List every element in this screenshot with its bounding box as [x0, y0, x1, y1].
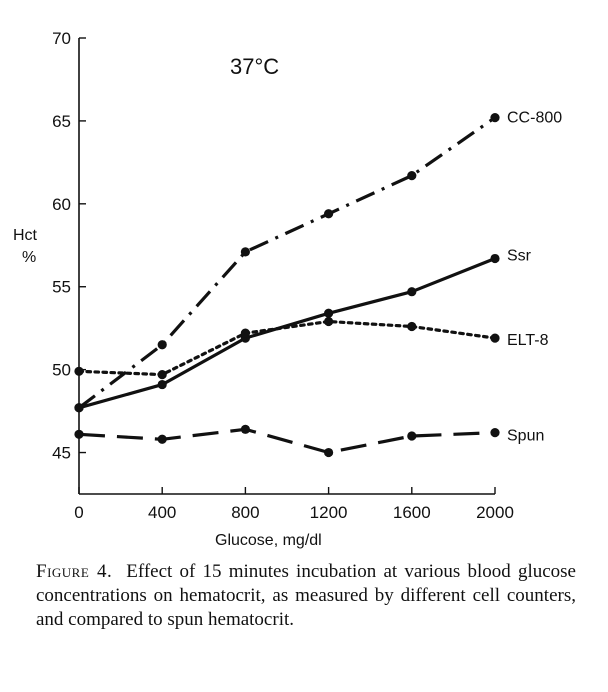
data-point-elt-8 — [490, 333, 500, 343]
data-point-elt-8 — [157, 370, 167, 380]
y-ticks: 45 50 55 60 65 70 — [52, 29, 86, 463]
series-ssr: Ssr — [74, 248, 532, 413]
x-tick-label: 0 — [74, 503, 83, 522]
data-point-spun — [407, 431, 417, 441]
data-point-elt-8 — [407, 321, 417, 332]
y-tick-label: 70 — [52, 29, 71, 48]
series-spun: Spun — [74, 424, 544, 458]
series-line-spun — [78, 427, 496, 455]
data-point-spun — [324, 447, 334, 458]
x-axis-title: Glucose, mg/dl — [215, 532, 322, 549]
figure-caption: Figure 4. Effect of 15 minutes incubation… — [36, 560, 576, 632]
data-point-ssr — [74, 403, 84, 413]
data-point-cc-800 — [157, 340, 167, 350]
y-tick-label: 60 — [52, 195, 71, 214]
data-point-spun — [74, 429, 84, 439]
series-line-ssr — [78, 257, 496, 410]
series-label-spun: Spun — [507, 428, 544, 445]
data-point-ssr — [157, 379, 167, 390]
figure-label: Figure 4. — [36, 561, 113, 582]
series-label-ssr: Ssr — [507, 248, 532, 265]
y-tick-label: 45 — [52, 444, 71, 463]
series-group: CC-800 Ssr ELT-8 Spun — [74, 110, 562, 458]
x-tick-label: 2000 — [476, 503, 514, 522]
x-tick-label: 1600 — [393, 503, 431, 522]
series-elt-8: ELT-8 — [74, 316, 549, 380]
data-point-spun — [157, 434, 167, 444]
series-line-elt-8 — [77, 319, 497, 377]
data-point-spun — [490, 428, 500, 438]
data-point-cc-800 — [240, 247, 250, 257]
x-tick-label: 1200 — [310, 503, 348, 522]
data-point-elt-8 — [324, 316, 334, 327]
x-tick-label: 400 — [148, 503, 176, 522]
x-tick-label: 800 — [231, 503, 259, 522]
data-point-cc-800 — [407, 171, 417, 181]
x-ticks: 0 400 800 1200 1600 2000 — [74, 487, 514, 522]
series-cc-800: CC-800 — [74, 110, 562, 413]
y-axis-title-line2: % — [22, 249, 36, 266]
y-tick-label: 50 — [52, 361, 71, 380]
series-label-cc-800: CC-800 — [507, 110, 562, 127]
chart: 45 50 55 60 65 70 0 400 800 1200 1600 2000 37°C Hc… — [13, 29, 562, 549]
data-point-cc-800 — [490, 112, 500, 123]
y-axis-title-line1: Hct — [13, 227, 38, 244]
data-point-spun — [240, 424, 250, 434]
temperature-annotation: 37°C — [230, 54, 279, 79]
y-tick-label: 65 — [52, 112, 71, 131]
axes — [78, 38, 495, 495]
series-label-elt-8: ELT-8 — [507, 332, 549, 349]
data-point-elt-8 — [240, 328, 250, 338]
data-point-ssr — [324, 308, 334, 318]
data-point-ssr — [490, 253, 500, 264]
data-point-elt-8 — [74, 366, 84, 376]
y-tick-label: 55 — [52, 278, 71, 297]
series-line-cc-800 — [78, 116, 496, 410]
data-point-ssr — [407, 287, 417, 297]
data-point-cc-800 — [324, 209, 334, 219]
caption-text: Effect of 15 minutes incubation at vario… — [36, 561, 576, 630]
